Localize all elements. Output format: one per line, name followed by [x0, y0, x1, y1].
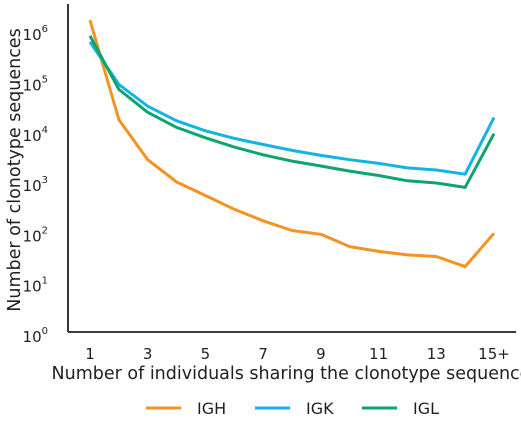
legend: IGH IGK IGL — [146, 399, 439, 418]
x-tick-label: 11 — [369, 345, 388, 363]
x-tick-label: 15+ — [478, 345, 510, 363]
x-tick-label: 5 — [201, 345, 211, 363]
y-tick-label: 105 — [23, 75, 48, 95]
x-tick-labels: 1 3 5 7 9 11 13 15+ — [85, 345, 510, 363]
y-tick-label: 101 — [23, 276, 48, 296]
series-line-igk — [88, 41, 496, 176]
legend-label-igk: IGK — [306, 399, 334, 418]
y-tick-label: 106 — [23, 24, 48, 44]
x-tick-label: 3 — [143, 345, 153, 363]
x-tick-label: 13 — [427, 345, 446, 363]
series-line-igl — [88, 35, 496, 189]
y-tick-label: 103 — [23, 175, 48, 195]
x-tick-label: 9 — [316, 345, 326, 363]
y-tick-labels: 100 101 102 103 104 105 106 — [23, 24, 48, 346]
x-tick-label: 7 — [258, 345, 268, 363]
x-tick-label: 1 — [85, 345, 95, 363]
y-tick-label: 104 — [23, 125, 48, 145]
legend-label-igh: IGH — [197, 399, 226, 418]
y-axis-title: Number of clonotype sequences — [5, 28, 25, 311]
y-tick-label: 100 — [23, 326, 48, 346]
series-layer — [88, 19, 496, 269]
y-tick-label: 102 — [23, 225, 48, 245]
x-axis-title: Number of individuals sharing the clonot… — [52, 364, 521, 384]
legend-label-igl: IGL — [413, 399, 439, 418]
series-line-igh — [88, 19, 496, 269]
